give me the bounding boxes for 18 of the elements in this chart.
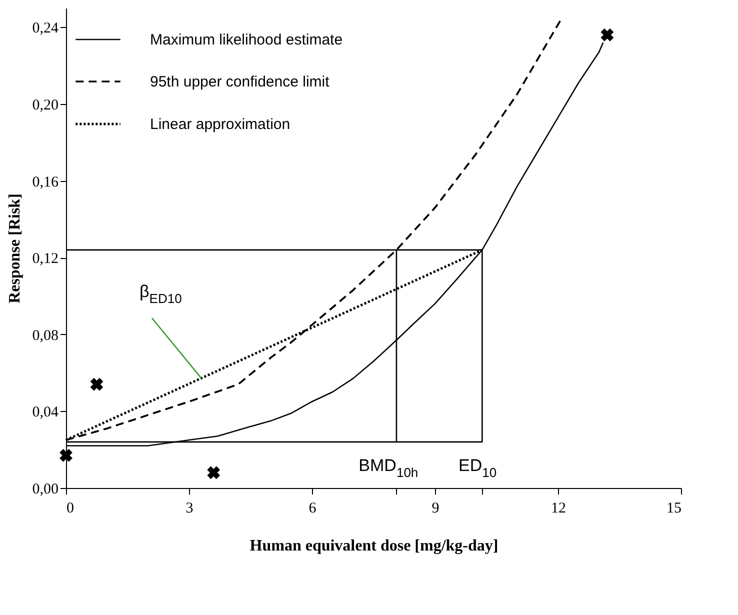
y-tick-label: 0,08 <box>32 328 58 344</box>
y-tick-label: 0,04 <box>32 404 59 421</box>
x-tick-label: 15 <box>666 500 682 516</box>
y-tick-label: 0,16 <box>32 174 59 190</box>
x-axis-title: Human equivalent dose [mg/kg-day] <box>250 538 498 554</box>
y-tick-label: 0,24 <box>32 20 59 37</box>
x-tick-label: 0 <box>66 500 74 516</box>
x-tick-label: 3 <box>186 500 194 516</box>
x-tick-label: 6 <box>308 500 317 516</box>
x-tick-label: 9 <box>432 500 440 516</box>
y-axis-title: Response [Risk] <box>6 194 24 304</box>
legend-label: Linear approximation <box>150 116 290 133</box>
legend-label: 95th upper confidence limit <box>150 74 330 90</box>
y-tick-label: 0,20 <box>32 98 58 114</box>
legend-label: Maximum likelihood estimate <box>150 32 343 48</box>
y-tick-label: 0,00 <box>32 482 58 498</box>
x-tick-label: 12 <box>551 500 566 516</box>
y-tick-label: 0,12 <box>32 251 58 268</box>
